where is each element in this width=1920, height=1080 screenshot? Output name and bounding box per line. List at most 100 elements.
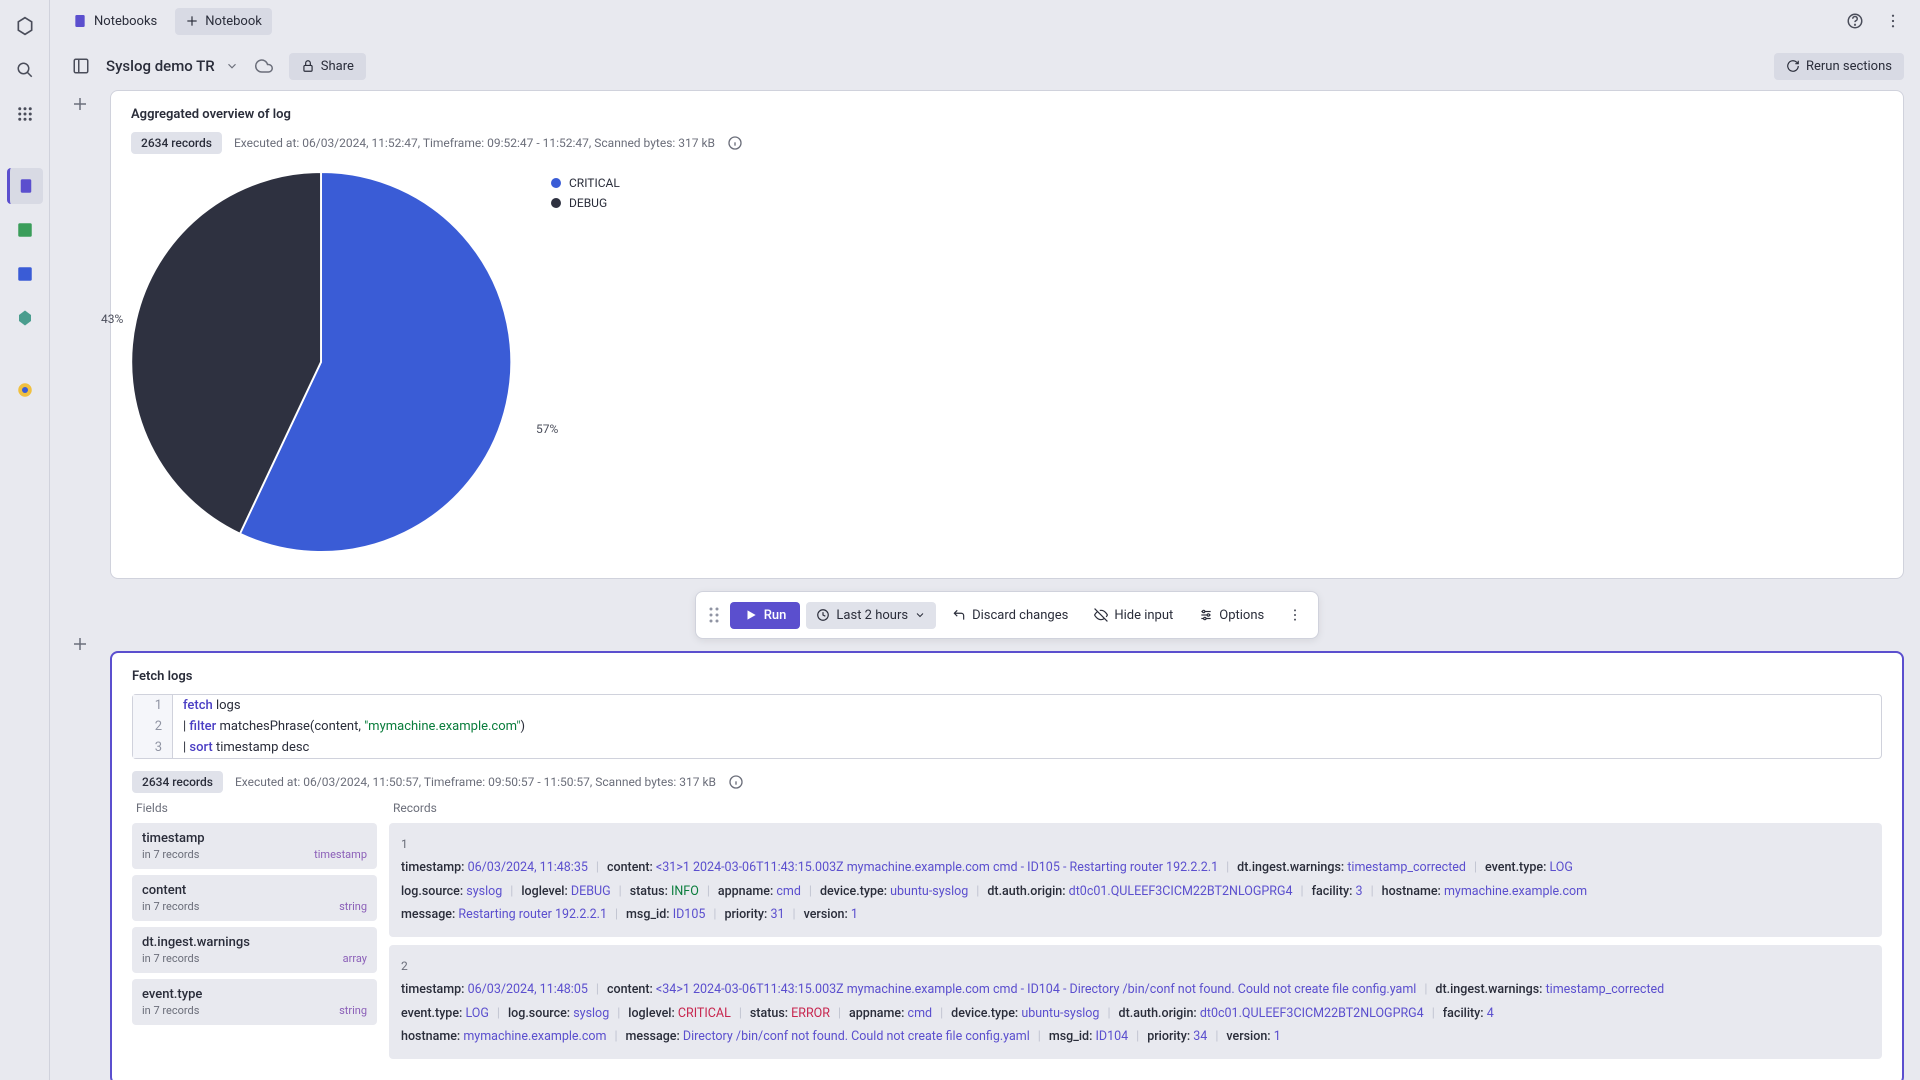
record-row: log.source: syslog|loglevel: DEBUG|statu… xyxy=(401,880,1870,904)
records-column: Records 1timestamp: 06/03/2024, 11:48:35… xyxy=(389,801,1882,1067)
cloud-icon[interactable] xyxy=(249,51,279,81)
section-more-icon[interactable] xyxy=(1280,600,1310,630)
toggle-panel-icon[interactable] xyxy=(66,51,96,81)
field-type: string xyxy=(339,1004,367,1017)
field-name: event.type xyxy=(142,987,367,1002)
field-name: timestamp xyxy=(142,831,367,846)
record-kv: hostname: mymachine.example.com xyxy=(401,1025,606,1049)
legend-debug[interactable]: DEBUG xyxy=(551,196,620,210)
pie-svg xyxy=(131,172,511,552)
notebooks-label: Notebooks xyxy=(94,14,157,29)
field-item[interactable]: dt.ingest.warnings in 7 recordsarray xyxy=(132,927,377,973)
pie-chart: 57% 43% xyxy=(131,172,511,552)
line-num: 2 xyxy=(133,716,173,737)
record-kv: log.source: syslog xyxy=(401,880,502,904)
sidebar-item-2-icon[interactable] xyxy=(7,212,43,248)
field-type: timestamp xyxy=(314,848,367,861)
record-kv: content: <34>1 2024-03-06T11:43:15.003Z … xyxy=(607,978,1416,1002)
notebooks-nav[interactable]: Notebooks xyxy=(62,7,167,35)
time-range-button[interactable]: Last 2 hours xyxy=(806,602,936,629)
record-kv: device.type: ubuntu-syslog xyxy=(951,1002,1099,1026)
sidebar-item-4-icon[interactable] xyxy=(7,300,43,336)
record-kv: timestamp: 06/03/2024, 11:48:35 xyxy=(401,856,588,880)
record-kv: priority: 34 xyxy=(1147,1025,1207,1049)
field-type: string xyxy=(339,900,367,913)
code-line-1: fetch logs xyxy=(173,695,1881,716)
field-name: content xyxy=(142,883,367,898)
info-icon[interactable] xyxy=(727,135,743,151)
fields-column: Fields timestamp in 7 recordstimestampco… xyxy=(132,801,377,1067)
legend-critical-label: CRITICAL xyxy=(569,176,620,190)
records-head: Records xyxy=(389,801,1882,815)
record-kv: content: <31>1 2024-03-06T11:43:15.003Z … xyxy=(607,856,1218,880)
record-kv: timestamp: 06/03/2024, 11:48:05 xyxy=(401,978,588,1002)
record-kv: appname: cmd xyxy=(718,880,801,904)
record-item[interactable]: 1timestamp: 06/03/2024, 11:48:35|content… xyxy=(389,823,1882,937)
record-row: hostname: mymachine.example.com|message:… xyxy=(401,1025,1870,1049)
record-kv: msg_id: ID105 xyxy=(626,903,705,927)
code-line-2: | filter matchesPhrase(content, "mymachi… xyxy=(173,716,1881,737)
record-row: message: Restarting router 192.2.2.1|msg… xyxy=(401,903,1870,927)
record-kv: dt.ingest.warnings: timestamp_corrected xyxy=(1435,978,1664,1002)
record-kv: dt.auth.origin: dt0c01.QULEEF3CICM22BT2N… xyxy=(987,880,1292,904)
record-row: timestamp: 06/03/2024, 11:48:35|content:… xyxy=(401,856,1870,880)
section2-meta: Executed at: 06/03/2024, 11:50:57, Timef… xyxy=(235,775,716,789)
record-kv: facility: 3 xyxy=(1312,880,1363,904)
code-editor[interactable]: 1 fetch logs 2 | filter matchesPhrase(co… xyxy=(132,694,1882,759)
share-button[interactable]: Share xyxy=(289,53,366,80)
chart-legend: CRITICAL DEBUG xyxy=(551,172,620,552)
record-kv: log.source: syslog xyxy=(508,1002,609,1026)
record-kv: version: 1 xyxy=(804,903,858,927)
section-aggregated-overview: Aggregated overview of log 2634 records … xyxy=(110,90,1904,579)
rerun-button[interactable]: Rerun sections xyxy=(1774,53,1904,80)
record-kv: event.type: LOG xyxy=(1485,856,1573,880)
new-notebook-button[interactable]: Notebook xyxy=(175,8,272,35)
sidebar-item-5-icon[interactable] xyxy=(7,372,43,408)
notebook-title[interactable]: Syslog demo TR xyxy=(106,57,215,75)
discard-label: Discard changes xyxy=(972,608,1068,623)
record-kv: message: Restarting router 192.2.2.1 xyxy=(401,903,607,927)
record-kv: loglevel: DEBUG xyxy=(521,880,610,904)
rerun-label: Rerun sections xyxy=(1806,59,1892,74)
section2-title: Fetch logs xyxy=(132,669,1882,684)
discard-button[interactable]: Discard changes xyxy=(942,602,1078,629)
pie-label-43: 43% xyxy=(101,312,123,326)
record-item[interactable]: 2timestamp: 06/03/2024, 11:48:05|content… xyxy=(389,945,1882,1059)
run-label: Run xyxy=(764,608,787,623)
section1-meta: Executed at: 06/03/2024, 11:52:47, Timef… xyxy=(234,136,715,150)
help-icon[interactable] xyxy=(1840,6,1870,36)
record-kv: status: INFO xyxy=(630,880,699,904)
more-icon[interactable] xyxy=(1878,6,1908,36)
options-button[interactable]: Options xyxy=(1189,602,1274,629)
add-section-icon[interactable] xyxy=(66,90,94,118)
field-item[interactable]: event.type in 7 records string xyxy=(132,979,377,1025)
field-type: array xyxy=(343,952,367,965)
record-row: event.type: LOG|log.source: syslog|logle… xyxy=(401,1002,1870,1026)
code-line-3: | sort timestamp desc xyxy=(173,737,1881,758)
field-item[interactable]: content in 7 recordsstring xyxy=(132,875,377,921)
info-icon-2[interactable] xyxy=(728,774,744,790)
sidebar-app-icon[interactable] xyxy=(7,8,43,44)
line-num: 1 xyxy=(133,695,173,716)
sidebar-notebooks-icon[interactable] xyxy=(7,168,43,204)
pie-label-57: 57% xyxy=(536,422,558,436)
records-badge-2: 2634 records xyxy=(132,771,223,793)
hide-input-button[interactable]: Hide input xyxy=(1084,602,1183,629)
section-fetch-logs: Fetch logs 1 fetch logs 2 | filter match… xyxy=(110,651,1904,1080)
field-sub: in 7 records xyxy=(142,1004,199,1017)
apps-icon[interactable] xyxy=(7,96,43,132)
record-kv: status: ERROR xyxy=(750,1002,830,1026)
run-button[interactable]: Run xyxy=(730,602,801,629)
record-num: 2 xyxy=(401,955,1870,978)
record-kv: loglevel: CRITICAL xyxy=(628,1002,731,1026)
legend-dot-critical xyxy=(551,178,561,188)
add-section-icon-2[interactable] xyxy=(66,630,94,658)
legend-critical[interactable]: CRITICAL xyxy=(551,176,620,190)
sidebar-item-3-icon[interactable] xyxy=(7,256,43,292)
drag-handle-icon[interactable] xyxy=(704,607,724,623)
title-chevron-icon[interactable] xyxy=(225,59,239,73)
share-label: Share xyxy=(321,59,354,74)
search-icon[interactable] xyxy=(7,52,43,88)
field-item[interactable]: timestamp in 7 recordstimestamp xyxy=(132,823,377,869)
record-kv: appname: cmd xyxy=(849,1002,932,1026)
